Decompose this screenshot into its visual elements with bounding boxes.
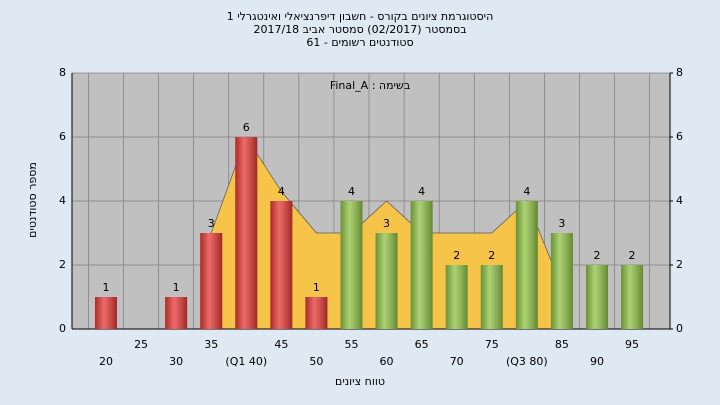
data-label: 1	[173, 281, 180, 294]
data-label: 4	[348, 185, 355, 198]
data-label: 4	[278, 185, 285, 198]
x-tick-label: 90	[590, 355, 604, 368]
y2-tick-label: 0	[676, 322, 683, 335]
y-tick-label: 2	[59, 258, 66, 271]
data-label: 1	[103, 281, 110, 294]
bar-shine	[235, 137, 258, 329]
bar-shine	[165, 297, 188, 329]
x-tick-label: 65	[415, 338, 429, 351]
bar-shine	[621, 265, 644, 329]
bar-shine	[410, 201, 433, 329]
bar-shine	[95, 297, 117, 329]
x-tick-label: (Q1 40)	[225, 355, 267, 368]
x-tick-label: 60	[380, 355, 394, 368]
y-tick-label: 8	[59, 66, 66, 79]
y2-tick-label: 2	[676, 258, 683, 271]
chart-title: היסטוגרמת ציונים בקורס - חשבון דיפרנציאל…	[227, 10, 494, 23]
x-tick-label: 45	[274, 338, 288, 351]
bar-shine	[200, 233, 223, 329]
x-axis-label: טווח ציונים	[335, 375, 385, 388]
data-label: 2	[593, 249, 600, 262]
data-label: 2	[453, 249, 460, 262]
x-tick-label: 30	[169, 355, 183, 368]
bar-shine	[515, 201, 538, 329]
bar-shine	[375, 233, 398, 329]
x-tick-label: 70	[450, 355, 464, 368]
chart-subtitle: סטודנטים רשומים - 61	[306, 36, 413, 49]
chart-subtitle: בסמסטר (02/2017) סמסטר אביב 2017/18	[253, 23, 466, 36]
y-axis-label: מספר סטודנטים	[26, 162, 39, 238]
x-tick-label: 50	[309, 355, 323, 368]
bar-shine	[480, 265, 503, 329]
bar-shine	[445, 265, 468, 329]
bar-shine	[550, 233, 573, 329]
y-tick-label: 0	[59, 322, 66, 335]
data-label: 3	[208, 217, 215, 230]
x-tick-label: 25	[134, 338, 148, 351]
y-tick-label: 4	[59, 194, 66, 207]
x-tick-label: 75	[485, 338, 499, 351]
y2-tick-label: 8	[676, 66, 683, 79]
x-tick-label: 20	[99, 355, 113, 368]
x-tick-label: (Q3 80)	[506, 355, 548, 368]
bar-shine	[585, 265, 608, 329]
data-label: 6	[243, 121, 250, 134]
data-label: 3	[383, 217, 390, 230]
bar-shine	[270, 201, 293, 329]
annotation: בשימה : Final_A	[330, 79, 410, 92]
data-label: 4	[523, 185, 530, 198]
data-label: 2	[629, 249, 636, 262]
data-label: 4	[418, 185, 425, 198]
x-tick-label: 55	[344, 338, 358, 351]
data-label: 1	[313, 281, 320, 294]
data-label: 3	[558, 217, 565, 230]
x-tick-label: 95	[625, 338, 639, 351]
y-tick-label: 6	[59, 130, 66, 143]
y2-tick-label: 4	[676, 194, 683, 207]
data-label: 2	[488, 249, 495, 262]
x-tick-label: 35	[204, 338, 218, 351]
x-tick-label: 85	[555, 338, 569, 351]
y2-tick-label: 6	[676, 130, 683, 143]
bar-shine	[340, 201, 363, 329]
bar-shine	[305, 297, 328, 329]
